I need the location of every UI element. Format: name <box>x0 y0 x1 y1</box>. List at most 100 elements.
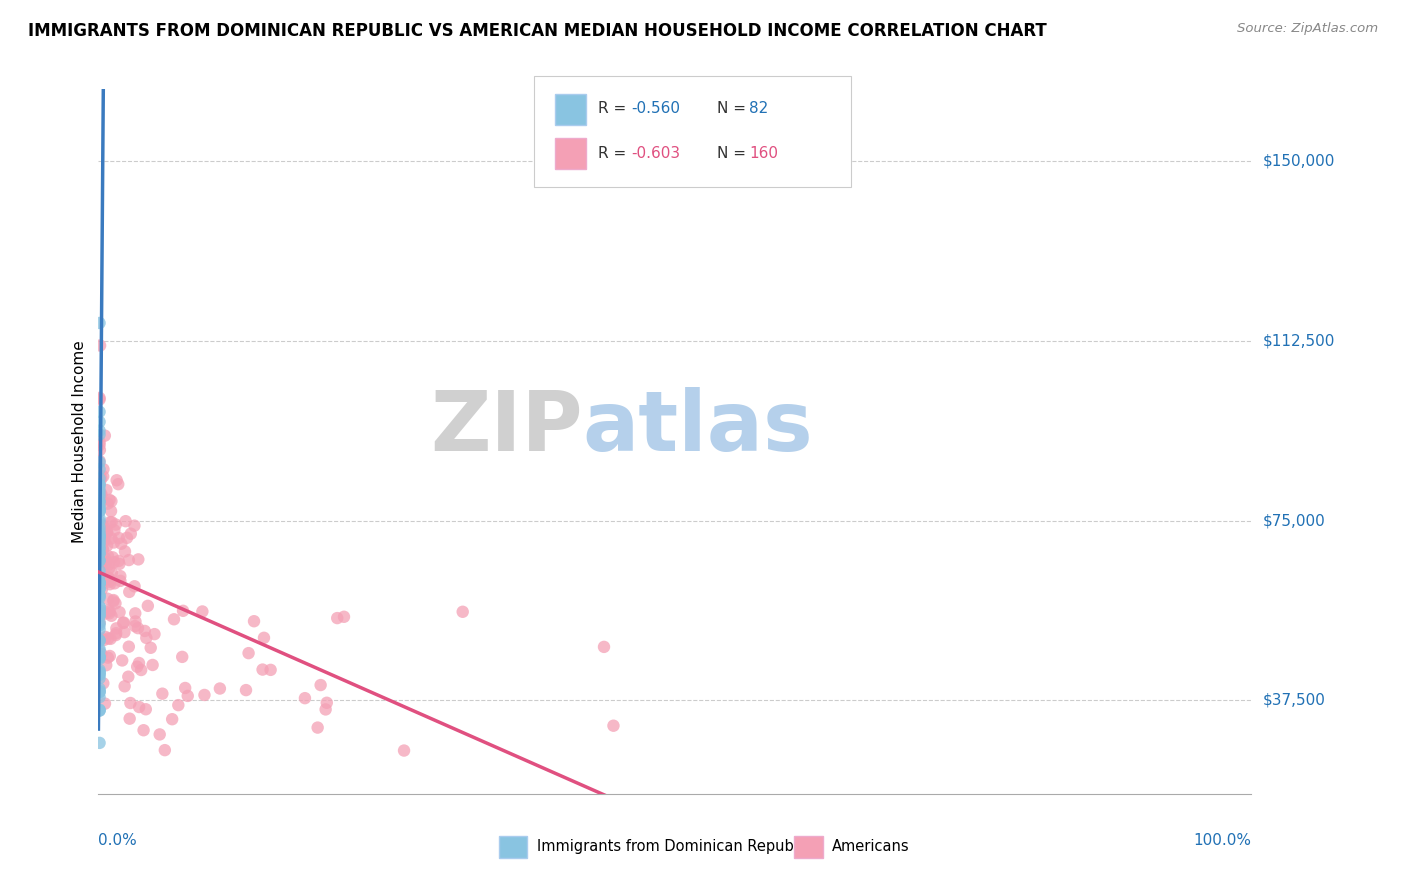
Point <box>89 633 111 648</box>
Y-axis label: Median Household Income: Median Household Income <box>72 340 87 543</box>
Point <box>89 535 111 549</box>
Point <box>132 723 155 738</box>
Point <box>114 544 136 558</box>
Point <box>89 515 111 529</box>
Point <box>89 575 111 590</box>
Point <box>89 504 111 518</box>
Point <box>98 492 121 507</box>
Point <box>208 681 231 696</box>
Text: ZIP: ZIP <box>430 387 582 468</box>
Point <box>174 681 197 695</box>
Point <box>104 596 127 610</box>
Point <box>97 571 120 585</box>
Point <box>89 690 111 705</box>
Point <box>100 632 122 646</box>
Text: R =: R = <box>598 102 631 116</box>
Point <box>89 667 111 681</box>
Point <box>98 607 121 621</box>
Point <box>89 684 111 698</box>
Point <box>118 553 141 567</box>
Point <box>96 539 118 553</box>
Point <box>93 462 115 476</box>
Text: N =: N = <box>717 146 751 161</box>
Point <box>90 471 112 485</box>
Point <box>150 687 173 701</box>
Point <box>89 442 111 457</box>
Point <box>89 564 111 578</box>
Point <box>124 619 146 633</box>
Point <box>451 605 474 619</box>
Point <box>315 696 337 710</box>
Point <box>143 627 166 641</box>
Point <box>89 475 111 489</box>
Point <box>89 538 111 552</box>
Point <box>98 515 121 529</box>
Point <box>89 650 111 665</box>
Point <box>105 626 128 640</box>
Point <box>124 615 146 629</box>
Point <box>94 630 117 644</box>
Point <box>89 478 111 492</box>
Point <box>89 577 111 591</box>
Point <box>104 517 127 532</box>
Point <box>93 534 115 549</box>
Point <box>89 609 111 624</box>
Point <box>89 684 111 698</box>
Point <box>128 700 150 714</box>
Point <box>89 603 111 617</box>
Point <box>89 486 111 500</box>
Text: $112,500: $112,500 <box>1263 334 1334 349</box>
Point <box>90 491 112 506</box>
Point <box>93 520 115 534</box>
Point <box>89 582 111 596</box>
Point <box>108 605 131 619</box>
Point <box>89 533 111 547</box>
Point <box>89 438 111 452</box>
Point <box>118 640 141 654</box>
Point <box>89 685 111 699</box>
Point <box>89 606 111 620</box>
Point <box>96 591 118 606</box>
Point <box>97 497 120 511</box>
Point <box>602 719 624 733</box>
Point <box>94 527 117 541</box>
Point <box>100 515 122 529</box>
Text: 0.0%: 0.0% <box>98 832 138 847</box>
Point <box>98 648 121 663</box>
Point <box>89 454 111 468</box>
Point <box>89 589 111 603</box>
Point <box>97 632 120 646</box>
Point <box>96 572 118 586</box>
Point <box>96 483 118 497</box>
Point <box>309 678 332 692</box>
Point <box>89 650 111 665</box>
Point <box>89 391 111 405</box>
Point <box>89 511 111 525</box>
Point <box>112 625 135 640</box>
Point <box>135 702 157 716</box>
Point <box>238 646 260 660</box>
Text: 160: 160 <box>749 146 779 161</box>
Point <box>89 494 111 508</box>
Point <box>103 593 125 607</box>
Point <box>89 569 111 583</box>
Point <box>89 576 111 591</box>
Point <box>89 526 111 541</box>
Point <box>118 712 141 726</box>
Point <box>89 486 111 500</box>
Point <box>167 698 190 713</box>
Point <box>91 541 114 556</box>
Point <box>89 524 111 538</box>
Text: N =: N = <box>717 102 751 116</box>
Point <box>127 621 149 635</box>
Point <box>90 487 112 501</box>
Point <box>89 434 111 449</box>
Point <box>89 526 111 541</box>
Point <box>89 652 111 666</box>
Point <box>100 532 122 546</box>
Point <box>128 656 150 670</box>
Text: Immigrants from Dominican Republic: Immigrants from Dominican Republic <box>537 839 810 854</box>
Point <box>94 607 117 621</box>
Point <box>89 541 111 556</box>
Text: $37,500: $37,500 <box>1263 693 1326 708</box>
